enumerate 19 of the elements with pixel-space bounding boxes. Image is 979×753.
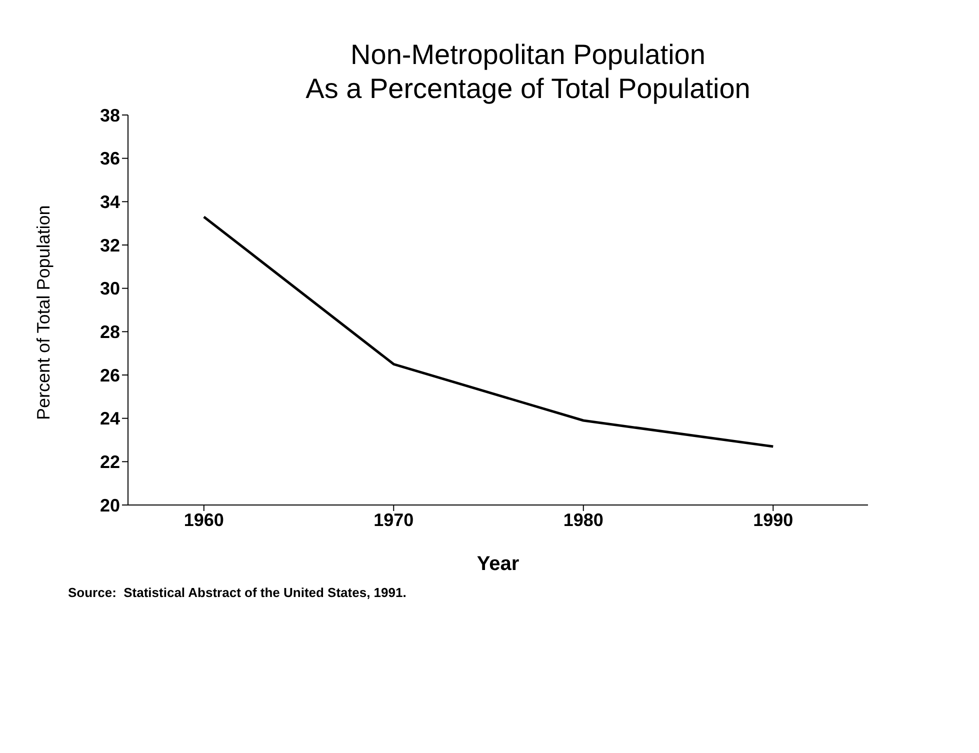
y-tick-label: 22	[100, 452, 120, 472]
source-note: Source: Statistical Abstract of the United States, 1991.	[68, 585, 408, 600]
x-tick-label: 1960	[184, 510, 224, 530]
y-tick-label: 24	[100, 408, 120, 429]
y-tick-label: 28	[100, 322, 120, 342]
x-tick-label: 1980	[563, 510, 604, 530]
x-tick-label: 1990	[753, 510, 794, 530]
y-tick-label: 36	[100, 148, 120, 169]
x-axis-title: Year	[476, 553, 520, 576]
y-tick-label: 30	[100, 278, 120, 299]
y-axis-title: Percent of Total Population	[33, 205, 54, 420]
y-tick-label: 38	[100, 106, 120, 126]
y-tick-label: 20	[100, 496, 120, 516]
y-tick-label: 26	[100, 366, 120, 386]
line-series	[202, 216, 774, 448]
x-tick-label: 1970	[374, 510, 414, 530]
chart-title: Non-Metropolitan Population As a Percentage of Total Population	[304, 38, 752, 106]
y-tick-label: 34	[100, 192, 120, 212]
y-tick-label: 32	[100, 236, 120, 256]
